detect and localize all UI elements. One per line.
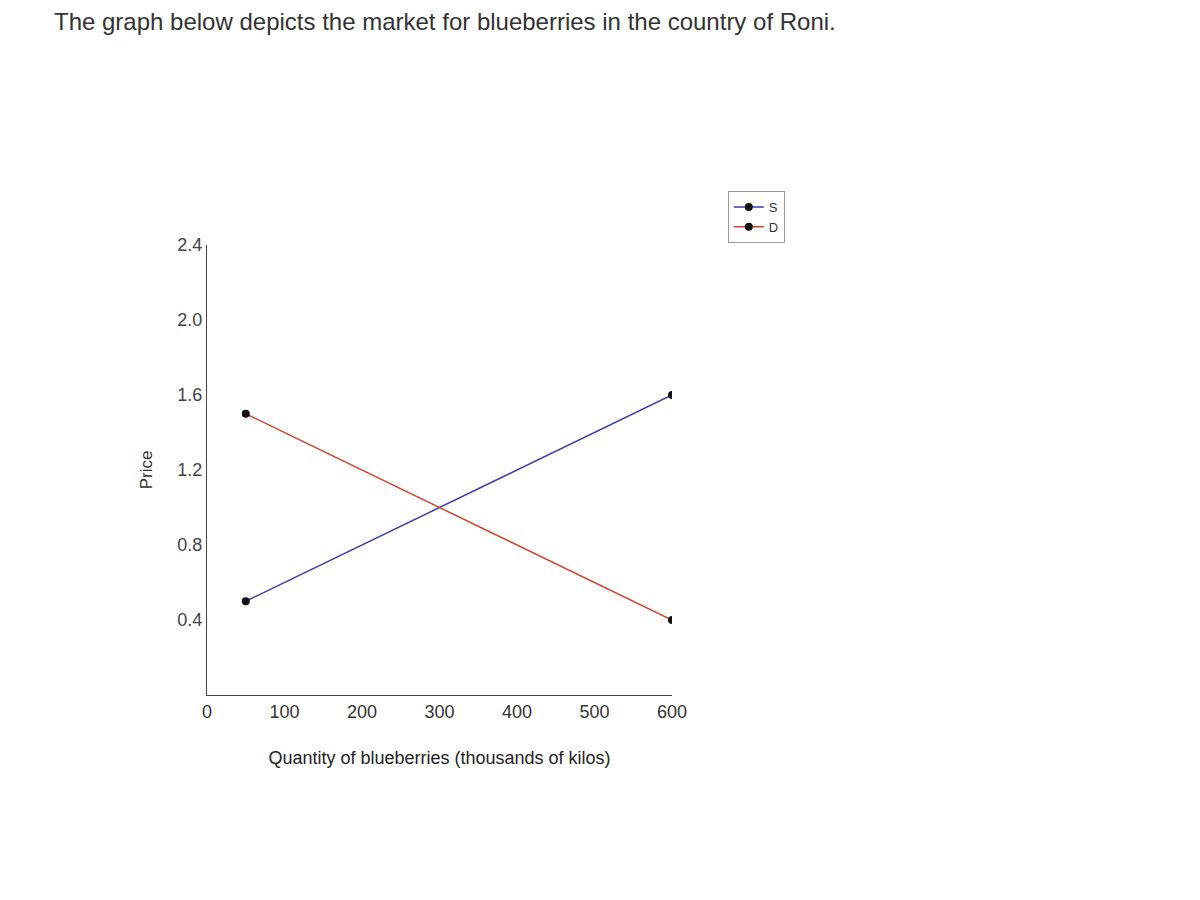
svg-text:0.8: 0.8 bbox=[177, 535, 202, 555]
svg-text:0: 0 bbox=[202, 702, 212, 722]
svg-text:The graph below depicts the ma: The graph below depicts the market for b… bbox=[54, 8, 836, 35]
svg-text:1.2: 1.2 bbox=[177, 460, 202, 480]
svg-text:500: 500 bbox=[579, 702, 609, 722]
svg-text:D: D bbox=[769, 220, 778, 235]
svg-text:200: 200 bbox=[347, 702, 377, 722]
svg-text:300: 300 bbox=[424, 702, 454, 722]
svg-text:2.4: 2.4 bbox=[177, 235, 202, 255]
svg-text:0.4: 0.4 bbox=[177, 610, 202, 630]
svg-text:Price: Price bbox=[137, 451, 156, 490]
svg-text:400: 400 bbox=[502, 702, 532, 722]
svg-text:600: 600 bbox=[657, 702, 687, 722]
svg-text:2.0: 2.0 bbox=[177, 310, 202, 330]
svg-text:Quantity of blueberries (thous: Quantity of blueberries (thousands of ki… bbox=[268, 748, 610, 768]
svg-text:S: S bbox=[769, 200, 778, 215]
svg-text:1.6: 1.6 bbox=[177, 385, 202, 405]
svg-text:100: 100 bbox=[269, 702, 299, 722]
